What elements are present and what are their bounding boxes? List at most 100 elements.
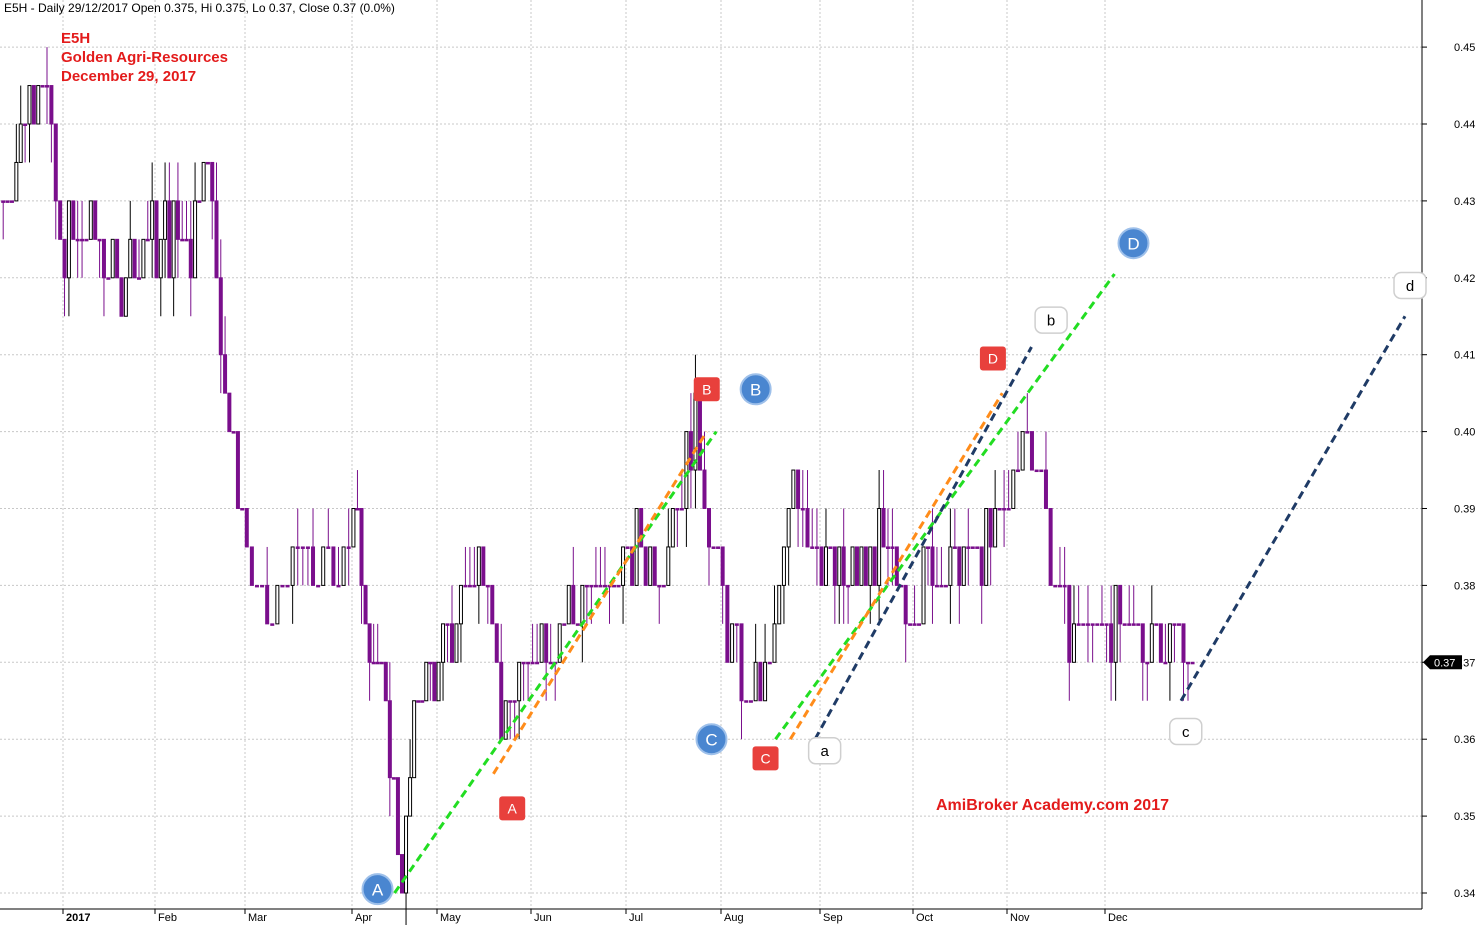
- price-bar-body: [240, 508, 245, 511]
- price-bar-body: [58, 200, 63, 240]
- price-bar-body: [254, 584, 259, 588]
- price-bar-body: [781, 546, 786, 586]
- price-bar-body: [767, 661, 772, 665]
- y-tick-label: 0.35: [1454, 811, 1475, 823]
- marker-label: D: [988, 351, 998, 367]
- price-bar-body: [823, 546, 828, 586]
- price-bar-body: [420, 700, 425, 703]
- price-bar-body: [275, 584, 280, 625]
- y-tick-label: 0.45: [1454, 42, 1475, 54]
- price-bar-body: [80, 238, 85, 242]
- price-bar-body: [1172, 623, 1177, 626]
- price-bar-body: [499, 661, 504, 740]
- y-tick-label: 0.41: [1454, 350, 1475, 362]
- chart-header-info: E5H - Daily 29/12/2017 Open 0.375, Hi 0.…: [4, 1, 395, 15]
- price-bar-body: [716, 546, 721, 549]
- price-bar-body: [930, 546, 935, 586]
- trend-line-navy: [813, 346, 1033, 740]
- price-bar-body: [621, 546, 626, 586]
- price-bar-body: [917, 623, 922, 626]
- price-bar-body: [1020, 431, 1025, 471]
- price-bar-body: [66, 200, 71, 279]
- price-bar-body: [53, 123, 58, 202]
- price-bar-body: [993, 508, 998, 548]
- price-bar-body: [970, 546, 975, 549]
- price-bar-body: [1136, 623, 1141, 626]
- price-bar-body: [36, 85, 41, 125]
- marker-label: c: [1182, 724, 1190, 741]
- price-bar-body: [326, 546, 331, 549]
- price-bar-body: [45, 85, 50, 88]
- y-tick-label: 0.39: [1454, 504, 1475, 516]
- marker-label: A: [372, 880, 384, 899]
- price-bar-body: [810, 546, 815, 549]
- price-bar-body: [679, 508, 684, 511]
- price-bar-body: [702, 469, 707, 509]
- price-bar-body: [158, 238, 163, 279]
- price-bar-body: [141, 238, 146, 279]
- marker-red-A: A: [499, 796, 526, 821]
- price-bar-body: [872, 546, 877, 586]
- price-bar-body: [1176, 623, 1181, 626]
- last-price-tag: [1423, 655, 1462, 670]
- price-bar-body: [123, 277, 128, 317]
- pattern-markers: A A B B C C D Da b c d: [361, 227, 1427, 906]
- marker-blue-D: D: [1117, 227, 1150, 260]
- price-bar-body: [957, 546, 962, 586]
- marker-white-a: a: [807, 736, 842, 765]
- price-bar-body: [214, 200, 219, 279]
- price-bar-body: [218, 277, 223, 356]
- price-bar-body: [1163, 661, 1168, 665]
- price-bar-body: [948, 546, 953, 586]
- price-bar-body: [1015, 469, 1020, 473]
- marker-red-C: C: [752, 746, 779, 771]
- marker-box: [979, 346, 1006, 371]
- price-bar-body: [101, 238, 106, 279]
- price-bar-body: [1145, 661, 1150, 665]
- price-bar-body: [571, 584, 576, 625]
- price-bar-body: [612, 584, 617, 588]
- price-bar-body: [777, 584, 782, 625]
- marker-label: B: [702, 381, 711, 397]
- price-bar-body: [859, 546, 864, 586]
- price-bar-body: [557, 623, 562, 663]
- price-bar-body: [441, 623, 446, 663]
- price-bar-body: [115, 238, 120, 279]
- x-tick-label: Apr: [355, 912, 372, 924]
- price-bar-body: [260, 584, 265, 588]
- price-bar-body: [175, 200, 180, 240]
- price-bar-body: [1181, 623, 1186, 663]
- price-bar-body: [984, 508, 989, 586]
- marker-box: [752, 746, 779, 771]
- price-bar-body: [1067, 584, 1072, 663]
- price-bar-body: [399, 854, 404, 894]
- x-tick-label: Nov: [1010, 912, 1030, 924]
- price-bar-body: [661, 584, 666, 588]
- trend-line-green: [393, 430, 718, 894]
- price-bar-body: [877, 508, 882, 586]
- price-bar-body: [670, 508, 675, 548]
- price-bar-body: [231, 431, 236, 434]
- y-tick-label: 0.38: [1454, 580, 1475, 592]
- price-bar-body: [71, 200, 76, 240]
- price-bar-body: [458, 584, 463, 625]
- price-bar-body: [688, 431, 693, 471]
- marker-box: [1169, 717, 1203, 746]
- marker-box: [807, 736, 842, 765]
- price-bar-body: [548, 661, 553, 665]
- price-bar-body: [481, 546, 486, 586]
- price-bar-body: [331, 546, 336, 586]
- price-bar-body: [890, 546, 895, 549]
- price-bar-body: [395, 777, 400, 856]
- price-bar-body: [562, 623, 567, 626]
- price-bar-body: [391, 777, 396, 780]
- chart-company: Golden Agri-Resources: [61, 49, 228, 66]
- price-bar-body: [772, 623, 777, 663]
- price-bar-body: [652, 546, 657, 586]
- price-bar-body: [23, 123, 28, 126]
- price-bar-body: [387, 700, 392, 779]
- price-bar-body: [625, 546, 630, 549]
- price-bar-body: [868, 546, 873, 586]
- price-bar-body: [184, 238, 189, 242]
- marker-white-c: c: [1169, 717, 1203, 746]
